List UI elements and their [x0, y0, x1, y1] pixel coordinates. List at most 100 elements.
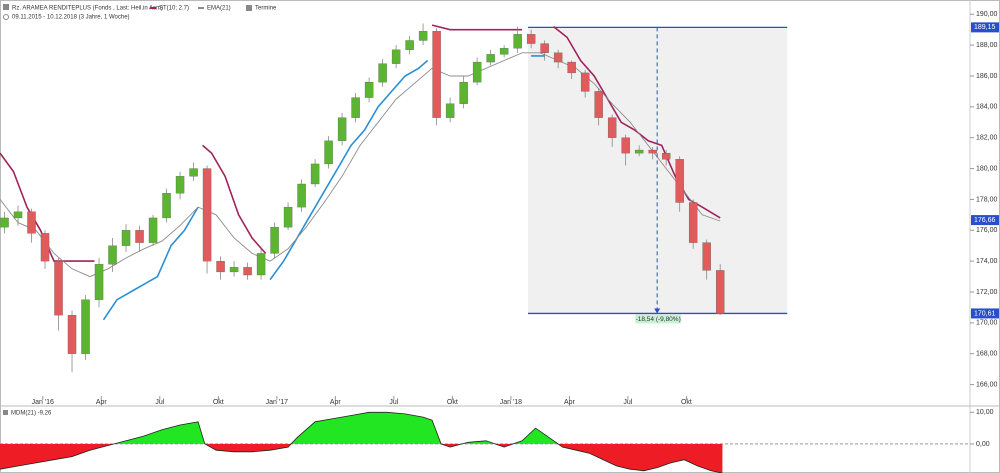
candle-body — [148, 217, 158, 243]
candle-body — [364, 81, 374, 98]
area-negative — [0, 443, 723, 473]
date-range: 09.11.2015 - 10.12.2018 (3 Jahre, 1 Woch… — [12, 15, 130, 21]
y-tick-label: 182,00 — [976, 135, 998, 142]
area-outline — [0, 411, 723, 473]
candle-body — [283, 206, 293, 228]
candle-body — [310, 163, 320, 185]
area-positive — [114, 412, 559, 444]
candle-body — [54, 260, 63, 316]
candle-body — [256, 253, 266, 276]
price-label-bg — [971, 22, 999, 33]
candle-body — [661, 152, 671, 160]
y-tick-label: 184,00 — [976, 104, 998, 111]
candle-body — [108, 245, 117, 265]
candle-body — [540, 43, 549, 53]
candle-body — [594, 91, 603, 118]
candle-body — [135, 230, 144, 243]
candle-body — [378, 63, 387, 83]
candle-body — [715, 270, 725, 314]
y-tick-label: 180,00 — [976, 165, 998, 172]
candle-body — [688, 202, 698, 243]
y-tick-label: 166,00 — [976, 381, 998, 388]
y-tick-label: 190,00 — [976, 11, 998, 18]
price-label: 189,15 — [974, 24, 996, 31]
x-tick-label: Apr — [330, 399, 342, 406]
candle-body — [297, 183, 306, 208]
y-tick-label: 188,00 — [976, 42, 998, 49]
candle-body — [351, 97, 360, 118]
candle-body — [229, 267, 239, 273]
candle-body — [607, 117, 617, 138]
indicator-line — [0, 52, 721, 278]
candle-body — [553, 52, 563, 63]
candle-body — [702, 242, 711, 271]
panel-title[interactable]: MDM(21) -9,26 — [11, 411, 52, 417]
candle-body — [459, 81, 468, 104]
y-tick-label: 186,00 — [976, 73, 998, 80]
x-tick-label: Okt — [213, 399, 224, 406]
candle-body — [432, 31, 441, 118]
price-label-bg — [971, 215, 999, 226]
candle-body — [513, 34, 522, 49]
y-tick-label: 0,00 — [976, 441, 990, 448]
candle-body — [337, 117, 347, 141]
header: Rz. ARAMEA RENDITEPLUS (Fonds , Last: He… — [3, 4, 999, 448]
clock-icon — [3, 14, 9, 20]
x-tick-label: Okt — [681, 399, 692, 406]
candle-body — [189, 168, 198, 177]
y-tick-label: 174,00 — [976, 258, 998, 265]
x-tick-label: Jul — [623, 399, 632, 406]
front-layer: -18,54 (-9,80%) — [0, 13, 974, 473]
x-tick-label: Apr — [96, 399, 108, 406]
candle-body — [445, 103, 455, 118]
x-tick-label: Jan '17 — [266, 399, 288, 406]
y-tick-label: 168,00 — [976, 351, 998, 358]
candle-body — [324, 140, 333, 165]
x-tick-label: Jul — [389, 399, 398, 406]
candle-body — [0, 217, 9, 228]
price-label: 170,61 — [974, 310, 996, 317]
candle-body — [418, 31, 428, 41]
events-icon — [246, 5, 252, 11]
candle-body — [27, 211, 36, 234]
candle-body — [270, 227, 279, 254]
candle-body — [81, 299, 90, 354]
legend-label[interactable]: EMA(21) — [207, 6, 231, 12]
legend-icon — [3, 4, 9, 10]
y-tick-label: 176,00 — [976, 227, 998, 234]
instrument-title[interactable]: Rz. ARAMEA RENDITEPLUS (Fonds , Last: He… — [12, 6, 163, 12]
measure-arrowhead — [654, 308, 661, 314]
price-label-bg — [971, 308, 999, 319]
y-tick-label: 172,00 — [976, 289, 998, 296]
measure-label: -18,54 (-9,80%) — [636, 316, 681, 323]
candle-body — [202, 168, 212, 262]
candle-body — [391, 49, 401, 64]
measure-label-bg — [635, 314, 682, 324]
candle-body — [175, 176, 185, 194]
candle-body — [216, 260, 225, 273]
candle-body — [675, 159, 684, 203]
x-tick-label: Okt — [447, 399, 458, 406]
candle-body — [243, 267, 252, 276]
candle-body — [567, 61, 576, 74]
candle-body — [13, 211, 23, 219]
candle-body — [121, 230, 131, 246]
candle-body — [499, 48, 509, 55]
candle-body — [405, 40, 414, 50]
candle-body — [634, 149, 644, 154]
x-tick-label: Jan '16 — [32, 399, 54, 406]
candle-body — [580, 72, 590, 92]
candle-body — [526, 34, 536, 44]
events-label[interactable]: Termine — [255, 6, 277, 12]
y-tick-label: 178,00 — [976, 196, 998, 203]
candle-body — [621, 137, 630, 154]
candle-body — [648, 149, 657, 154]
x-tick-label: Jan '18 — [500, 399, 522, 406]
x-tick-label: Apr — [564, 399, 576, 406]
panel-legend-icon — [3, 410, 8, 415]
legend-label[interactable]: ST(10; 2.7) — [159, 6, 189, 12]
candle-body — [40, 233, 50, 262]
y-tick-label: 170,00 — [976, 320, 998, 327]
candle-body — [472, 61, 482, 83]
